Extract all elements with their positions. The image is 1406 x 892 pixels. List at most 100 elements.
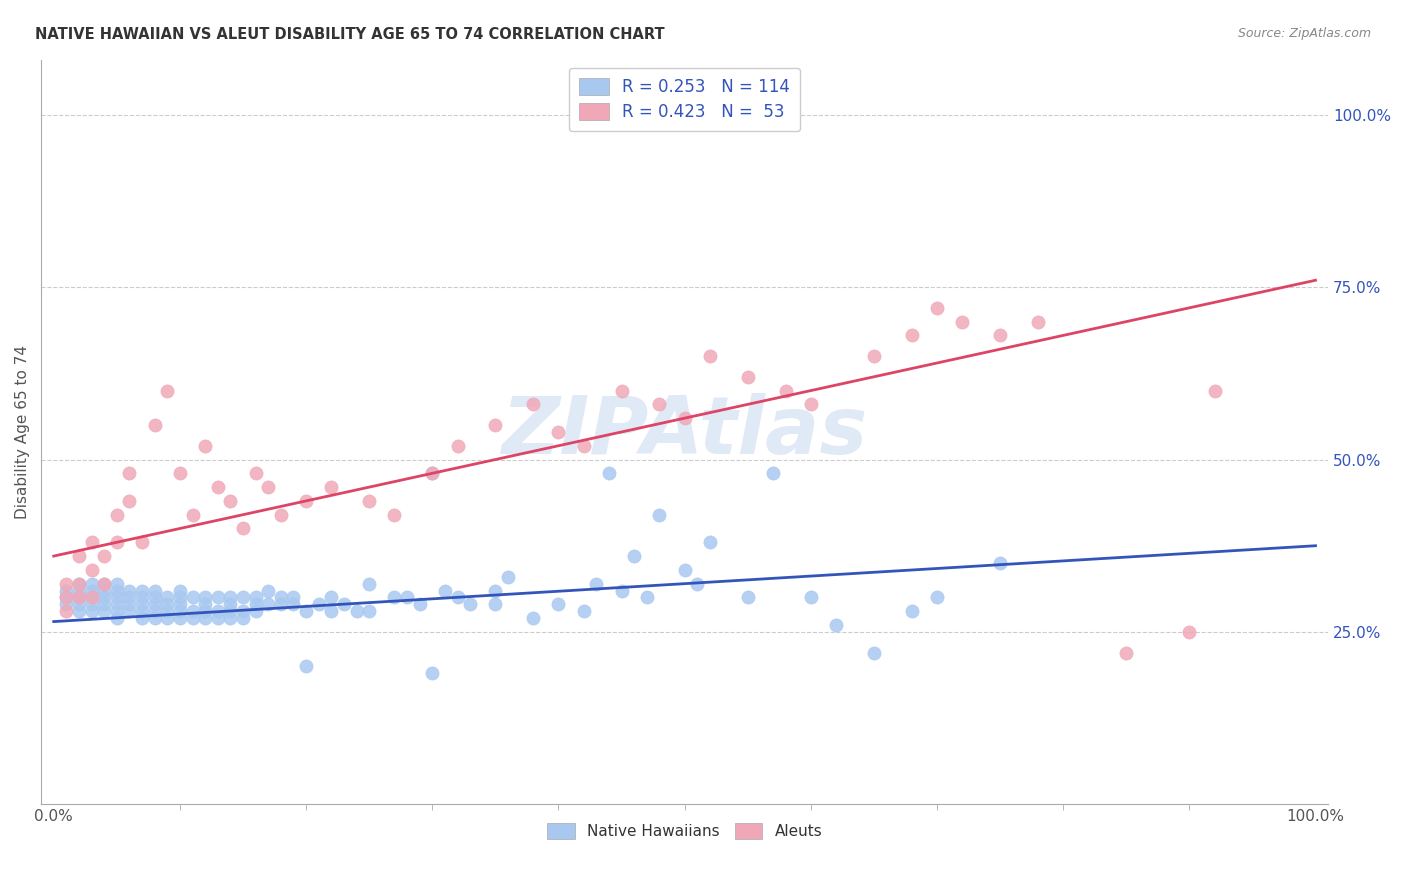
Point xyxy=(346,604,368,618)
Point xyxy=(143,598,166,612)
Point xyxy=(169,583,191,598)
Point xyxy=(219,598,242,612)
Point xyxy=(925,591,948,605)
Point xyxy=(80,535,103,549)
Point xyxy=(775,384,797,398)
Point xyxy=(270,598,292,612)
Text: Source: ZipAtlas.com: Source: ZipAtlas.com xyxy=(1237,27,1371,40)
Point xyxy=(93,549,115,563)
Point xyxy=(80,591,103,605)
Point xyxy=(194,604,217,618)
Point xyxy=(863,349,886,363)
Point xyxy=(232,591,254,605)
Point xyxy=(395,591,418,605)
Point xyxy=(105,583,128,598)
Point xyxy=(169,604,191,618)
Point xyxy=(207,480,229,494)
Legend: Native Hawaiians, Aleuts: Native Hawaiians, Aleuts xyxy=(541,817,828,845)
Point xyxy=(321,604,343,618)
Point xyxy=(55,604,77,618)
Point xyxy=(384,591,406,605)
Point xyxy=(988,556,1011,570)
Point xyxy=(55,591,77,605)
Point xyxy=(295,604,318,618)
Point xyxy=(156,591,179,605)
Point xyxy=(93,576,115,591)
Point xyxy=(295,659,318,673)
Point xyxy=(610,384,633,398)
Point xyxy=(118,598,141,612)
Point xyxy=(105,591,128,605)
Point xyxy=(93,591,115,605)
Point xyxy=(673,563,696,577)
Point xyxy=(67,583,90,598)
Point xyxy=(93,604,115,618)
Point xyxy=(105,604,128,618)
Point xyxy=(270,591,292,605)
Point xyxy=(169,598,191,612)
Point xyxy=(67,549,90,563)
Point xyxy=(270,508,292,522)
Point xyxy=(194,591,217,605)
Point xyxy=(131,604,153,618)
Point xyxy=(93,576,115,591)
Point xyxy=(950,315,973,329)
Point xyxy=(737,591,759,605)
Point xyxy=(623,549,645,563)
Point xyxy=(359,604,381,618)
Point xyxy=(321,591,343,605)
Point xyxy=(80,576,103,591)
Point xyxy=(245,604,267,618)
Point xyxy=(257,598,280,612)
Point xyxy=(169,591,191,605)
Point xyxy=(181,611,204,625)
Point xyxy=(194,611,217,625)
Point xyxy=(105,598,128,612)
Point xyxy=(257,480,280,494)
Point xyxy=(80,563,103,577)
Point xyxy=(80,591,103,605)
Point xyxy=(105,535,128,549)
Point xyxy=(131,611,153,625)
Point xyxy=(143,591,166,605)
Point xyxy=(67,604,90,618)
Point xyxy=(446,439,468,453)
Point xyxy=(143,604,166,618)
Point xyxy=(699,349,721,363)
Point xyxy=(105,576,128,591)
Point xyxy=(496,570,519,584)
Point xyxy=(800,397,823,411)
Point xyxy=(1026,315,1049,329)
Point xyxy=(118,467,141,481)
Point xyxy=(93,583,115,598)
Point xyxy=(283,598,305,612)
Point xyxy=(93,598,115,612)
Point xyxy=(800,591,823,605)
Point xyxy=(673,411,696,425)
Point xyxy=(321,480,343,494)
Point xyxy=(67,576,90,591)
Point xyxy=(55,598,77,612)
Point xyxy=(80,583,103,598)
Point xyxy=(67,576,90,591)
Point xyxy=(207,611,229,625)
Point xyxy=(420,467,443,481)
Point xyxy=(359,576,381,591)
Point xyxy=(169,467,191,481)
Point xyxy=(484,583,506,598)
Point xyxy=(207,604,229,618)
Point xyxy=(232,604,254,618)
Point xyxy=(194,439,217,453)
Point xyxy=(572,439,595,453)
Point xyxy=(105,611,128,625)
Point xyxy=(232,521,254,535)
Point xyxy=(131,583,153,598)
Point xyxy=(245,467,267,481)
Point xyxy=(1204,384,1226,398)
Point xyxy=(1115,646,1137,660)
Point xyxy=(131,598,153,612)
Point xyxy=(458,598,481,612)
Point xyxy=(156,611,179,625)
Point xyxy=(80,598,103,612)
Point xyxy=(900,328,922,343)
